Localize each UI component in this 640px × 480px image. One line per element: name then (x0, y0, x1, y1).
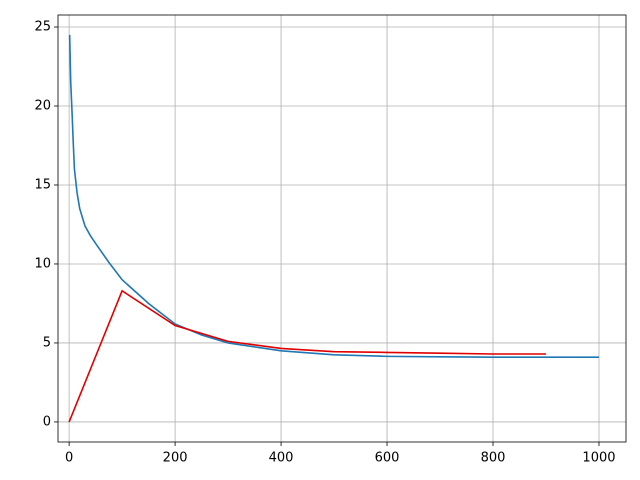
plot-frame (57, 14, 627, 443)
x-tick-label: 1000 (582, 451, 615, 466)
line-series (68, 289, 546, 423)
x-tick-label: 400 (269, 451, 294, 466)
y-tick-label: 25 (34, 20, 51, 35)
x-tick-label: 200 (163, 451, 188, 466)
line-series (68, 34, 599, 358)
x-tick-label: 800 (481, 451, 506, 466)
y-tick-label: 20 (34, 98, 51, 113)
y-tick-label: 0 (43, 414, 51, 429)
y-tick-label: 5 (43, 335, 51, 350)
x-tick-label: 0 (65, 451, 73, 466)
y-tick-label: 10 (34, 256, 51, 271)
y-tick-label: 15 (34, 177, 51, 192)
x-tick-label: 600 (375, 451, 400, 466)
